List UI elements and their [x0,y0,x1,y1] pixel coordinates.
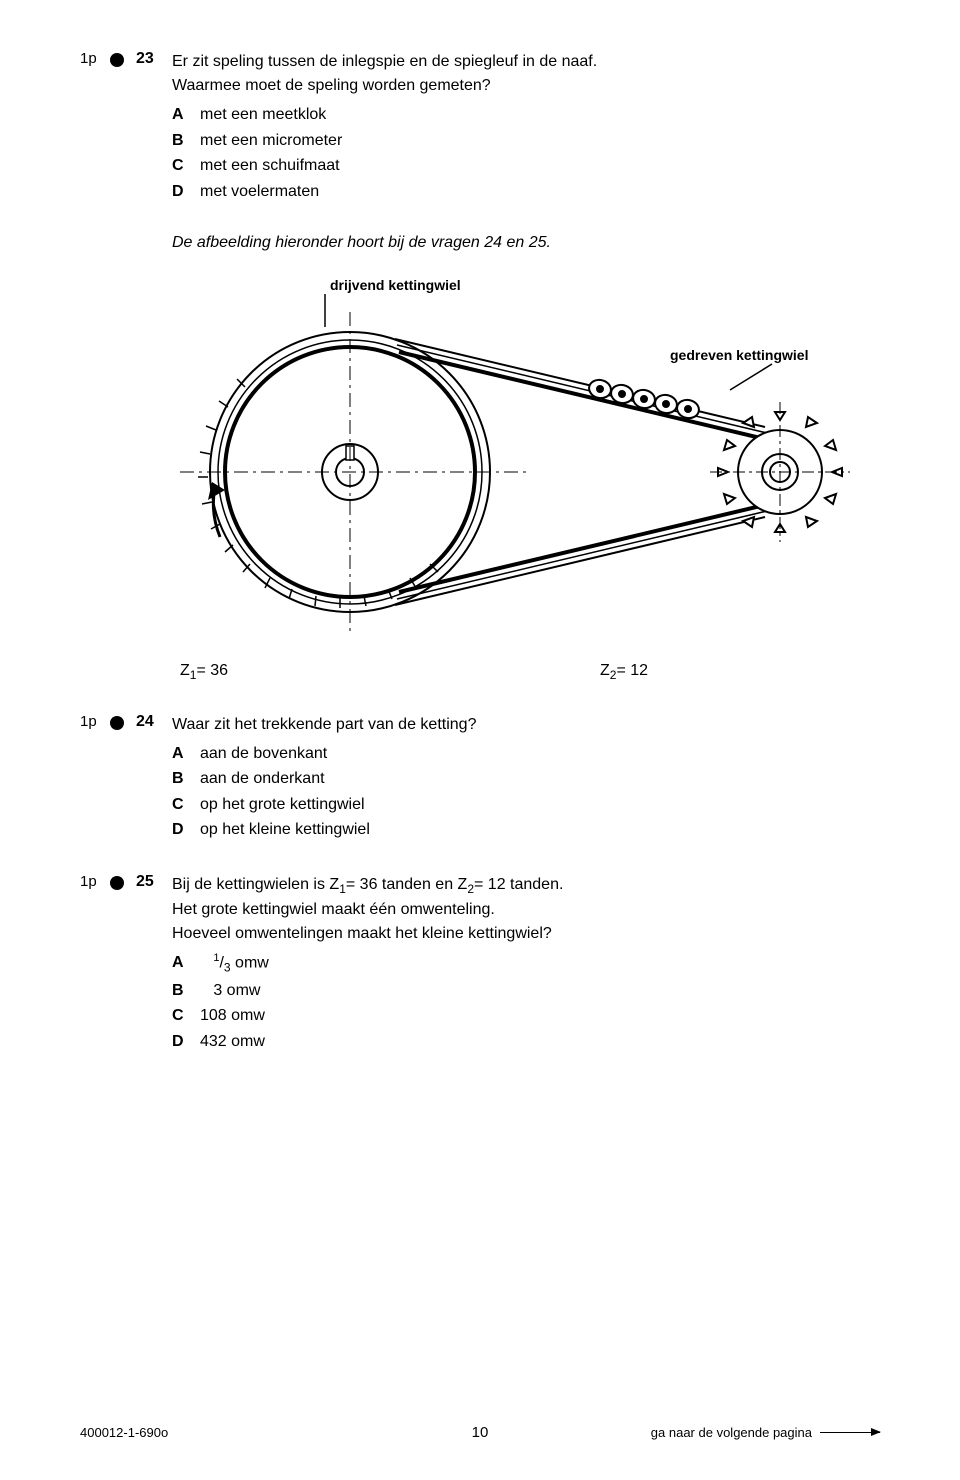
q25-answer-b: B 3 omw [172,978,880,1004]
q23-d-text: met voelermaten [200,179,319,205]
q24-text: Waar zit het trekkende part van de ketti… [172,713,880,737]
sprocket-diagram: drijvend kettingwiel gedreven kettingwie… [130,272,930,632]
z-labels: Z1= 36 Z2= 12 [180,662,880,682]
q25-points: 1p [80,873,110,890]
q25-l1b: = 36 tanden en Z [346,876,467,893]
q25-header: 1p 25 Bij de kettingwielen is Z1= 36 tan… [80,873,880,946]
q24-b-text: aan de onderkant [200,766,325,792]
q25-answer-c: C108 omw [172,1003,880,1029]
q23-c-text: met een schuifmaat [200,153,340,179]
q24-points: 1p [80,713,110,730]
ans-label-d: D [172,179,200,205]
q23-a-text: met een meetklok [200,102,326,128]
q24-header: 1p 24 Waar zit het trekkende part van de… [80,713,880,737]
question-25: 1p 25 Bij de kettingwielen is Z1= 36 tan… [80,873,880,1055]
q24-d-text: op het kleine kettingwiel [200,817,370,843]
q25-answer-a: A 1/3 omw [172,950,880,978]
q23-points: 1p [80,50,110,67]
q23-b-text: met een micrometer [200,128,342,154]
ans-label-b: B [172,978,200,1004]
z2-label: Z2= 12 [600,662,648,682]
ans-label-c: C [172,153,200,179]
q23-number: 23 [136,50,172,68]
figure-note: De afbeelding hieronder hoort bij de vra… [172,234,880,252]
z2-eq: = 12 [616,662,648,679]
footer-next: ga naar de volgende pagina [651,1425,880,1440]
q25-text: Bij de kettingwielen is Z1= 36 tanden en… [172,873,880,946]
bullet-icon [110,876,124,890]
label-drijvend: drijvend kettingwiel [330,277,461,293]
ans-label-a: A [172,950,200,978]
q25-sub1: 1 [339,882,346,896]
q25-a-text: 1/3 omw [200,950,269,978]
q25-sub2: 2 [467,882,474,896]
q25-l3: Hoeveel omwentelingen maakt het kleine k… [172,925,552,942]
ans-label-d: D [172,817,200,843]
q23-header: 1p 23 Er zit speling tussen de inlegspie… [80,50,880,98]
q24-answer-d: Dop het kleine kettingwiel [172,817,880,843]
q25-answers: A 1/3 omw B 3 omw C108 omw D432 omw [172,950,880,1054]
arrow-right-icon [820,1432,880,1433]
q23-answer-c: Cmet een schuifmaat [172,153,880,179]
z1-letter: Z [180,662,190,679]
ans-label-b: B [172,128,200,154]
page-footer: 400012-1-690o 10 ga naar de volgende pag… [80,1425,880,1440]
q25-answer-d: D432 omw [172,1029,880,1055]
footer-next-text: ga naar de volgende pagina [651,1425,812,1440]
ans-label-d: D [172,1029,200,1055]
q24-answers: Aaan de bovenkant Baan de onderkant Cop … [172,741,880,843]
bullet-icon [110,53,124,67]
diagram-svg: drijvend kettingwiel gedreven kettingwie… [130,272,930,632]
q23-answers: Amet een meetklok Bmet een micrometer Cm… [172,102,880,204]
q24-c-text: op het grote kettingwiel [200,792,365,818]
small-sprocket [710,402,850,542]
z1-label: Z1= 36 [180,662,600,682]
q23-answer-a: Amet een meetklok [172,102,880,128]
q25-d-text: 432 omw [200,1029,265,1055]
ans-label-a: A [172,741,200,767]
q23-answer-d: Dmet voelermaten [172,179,880,205]
q25-l1a: Bij de kettingwielen is Z [172,876,339,893]
q24-answer-c: Cop het grote kettingwiel [172,792,880,818]
bullet-icon [110,716,124,730]
ans-label-c: C [172,1003,200,1029]
q25-number: 25 [136,873,172,891]
q25-c-text: 108 omw [200,1003,265,1029]
large-sprocket [180,312,530,632]
question-24: 1p 24 Waar zit het trekkende part van de… [80,713,880,843]
footer-doc-code: 400012-1-690o [80,1425,168,1440]
question-23: 1p 23 Er zit speling tussen de inlegspie… [80,50,880,204]
q23-line2: Waarmee moet de speling worden gemeten? [172,77,491,94]
ans-label-a: A [172,102,200,128]
q23-line1: Er zit speling tussen de inlegspie en de… [172,53,597,70]
footer-page-number: 10 [472,1424,489,1441]
label-gedreven: gedreven kettingwiel [670,347,808,363]
z1-eq: = 36 [196,662,228,679]
q23-text: Er zit speling tussen de inlegspie en de… [172,50,880,98]
q25-b-text: 3 omw [200,978,260,1004]
q24-answer-a: Aaan de bovenkant [172,741,880,767]
z2-letter: Z [600,662,610,679]
q24-a-text: aan de bovenkant [200,741,327,767]
ans-label-b: B [172,766,200,792]
q24-number: 24 [136,713,172,731]
ans-label-c: C [172,792,200,818]
q25-l1c: = 12 tanden. [474,876,563,893]
q25-l2: Het grote kettingwiel maakt één omwentel… [172,901,495,918]
q24-answer-b: Baan de onderkant [172,766,880,792]
q23-answer-b: Bmet een micrometer [172,128,880,154]
